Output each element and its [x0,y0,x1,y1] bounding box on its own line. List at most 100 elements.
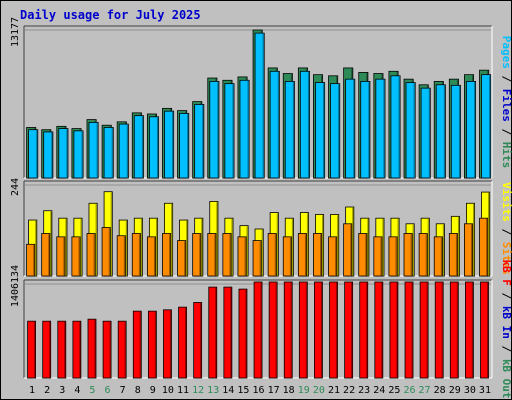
legend-entry: / [500,286,512,306]
bar-sites-shade [486,218,488,276]
bar-files [269,70,280,179]
x-tick-label: 5 [89,385,95,396]
bar-kbf-shade [305,282,307,378]
bar-kbf-shade [139,311,141,378]
x-tick-label: 21 [328,385,340,396]
bar-files [299,70,310,179]
bar-files-shade [126,124,128,178]
bar-kbf [298,281,308,379]
legend-entry: / [500,339,512,359]
bar-visits-shade [442,224,445,276]
legend-entry: Visits [500,182,512,222]
bar-sites-shade [48,234,50,276]
bar-files [58,128,69,179]
bar-kbf-shade [94,319,96,378]
bar-kbf-shade [34,321,36,378]
legend-entry: Sites [500,242,512,275]
bar-kbf [57,320,67,379]
bar-files-shade [156,117,159,178]
bar-kbf [117,320,127,379]
x-tick-label: 26 [403,385,415,396]
y-tick-label: 244 [10,178,21,196]
bar-files-shade [383,79,385,178]
bar-sites-shade [410,234,412,276]
bar-visits-shade [382,218,384,276]
bar-visits-shade [186,220,188,276]
legend-entry: kB In [500,306,512,339]
bar-files [390,75,401,179]
bar-files-shade [292,82,295,178]
x-tick-label: 13 [207,385,219,396]
bar-files [209,81,220,179]
bar-files-shade [141,116,144,178]
bar-sites [101,227,111,277]
bar-files [481,74,492,179]
bar-sites [222,233,232,277]
bar-visits-shade [140,218,143,276]
bar-visits-shade [95,204,97,276]
bar-visits-shade [427,218,429,276]
bar-files-shade [51,132,53,178]
bar-visits-shade [473,204,475,276]
bar-files [405,82,416,179]
bar-files-shade [474,82,476,178]
bar-kbf [102,320,112,379]
bar-kbf-shade [441,282,443,378]
bar-sites-shade [455,234,458,276]
bar-files-shade [443,85,446,178]
x-tick-label: 28 [434,385,446,396]
bar-visits-shade [488,192,490,276]
bar-files [194,104,205,179]
bar-kbf-shade [290,282,292,378]
bar-kbf-shade [169,310,172,378]
x-tick-label: 6 [105,385,111,396]
bar-sites-shade [78,237,80,276]
bar-files [435,84,446,179]
bar-files-shade [247,81,249,178]
bar-files-shade [413,83,415,178]
bar-kbf-shade [230,287,232,378]
bar-kbf-shade [381,282,383,378]
bar-kbf-shade [275,282,277,378]
bar-files [164,110,175,179]
bar-visits-shade [171,204,173,276]
bar-sites-shade [153,237,156,276]
bar-visits-shade [110,192,112,276]
bar-sites [358,233,368,277]
bar-visits-shade [337,215,339,276]
bar-kbf [419,281,429,379]
bar-sites [448,233,458,277]
bar-kbf [329,281,338,379]
bar-kbf [238,288,248,379]
bar-sites-shade [335,237,337,276]
bar-kbf-shade [215,287,217,378]
x-tick-label: 20 [313,385,325,396]
bar-kbf [480,281,489,379]
bar-kbf-shade [200,303,202,378]
bar-kbf [147,310,157,379]
bar-visits-shade [322,215,324,276]
bar-sites [418,233,428,277]
bar-kbf-shade [109,321,111,378]
x-tick-label: 16 [252,385,264,396]
bar-files [345,78,356,179]
bar-kbf-shade [396,282,398,378]
bar-files-shade [187,114,189,178]
series-legend: kB F / kB In / kB Out [500,259,512,398]
bar-kbf [253,281,263,379]
x-axis: 1 2 3 4 5 6 7 8 9 10 11 12 13 14 15 16 17 18 19 20 21 22 23 24 2… [29,385,491,396]
series-legend: Pages / Files / Hits [500,36,512,169]
bar-kbf-shade [79,321,81,378]
bar-sites-shade [425,234,427,276]
x-tick-label: 10 [162,385,174,396]
bar-kbf-shade [335,282,338,378]
bar-sites-shade [259,241,261,276]
bar-visits-shade [397,218,399,276]
bar-sites [313,233,323,277]
bar-sites-shade [229,234,231,276]
bar-files-shade [277,72,279,178]
legend-entry: Hits [500,142,512,169]
bar-sites [433,236,443,277]
bar-sites [41,233,51,277]
bar-files-shade [323,83,325,178]
